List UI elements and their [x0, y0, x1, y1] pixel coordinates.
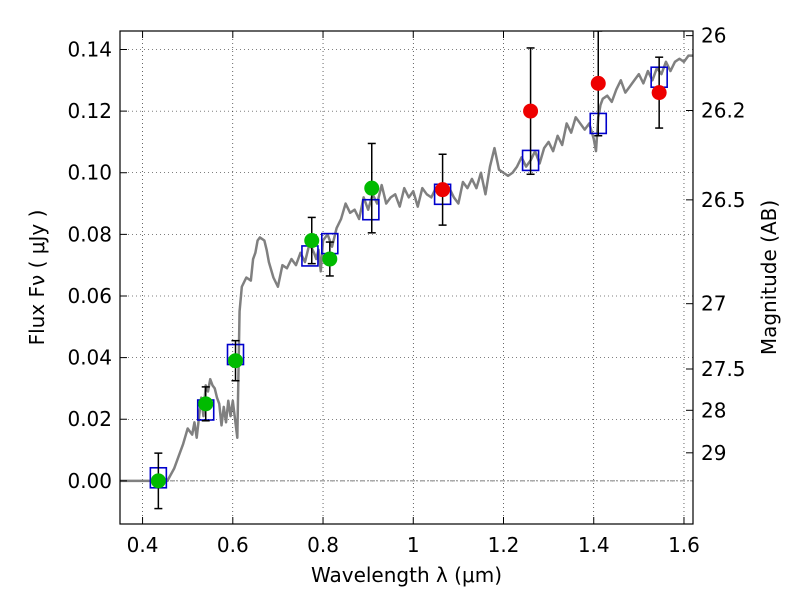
- axes-frame: [119, 30, 694, 525]
- right-tick-label: 27.5: [701, 357, 746, 381]
- right-tick-label: 27: [701, 292, 726, 316]
- data-point: [590, 75, 606, 91]
- x-axis-label: Wavelength λ (μm): [311, 563, 502, 587]
- axis-ticks: 0.4 0.6 0.8 1 1.2 1.4 1.6 0.00 0.02 0.04 0.06 0.08 0…: [67, 24, 745, 557]
- right-tick-label: 26.5: [701, 188, 746, 212]
- x-tick-label: 1.2: [488, 533, 520, 557]
- y-axis-label: Flux Fν ( μJy ): [25, 210, 49, 346]
- x-tick-label: 0.4: [127, 533, 159, 557]
- right-tick-label: 26.2: [701, 98, 746, 122]
- x-tick-label: 0.6: [217, 533, 249, 557]
- right-tick-label: 28: [701, 398, 726, 422]
- right-tick-label: 26: [701, 24, 726, 48]
- data-point: [523, 103, 539, 119]
- data-point: [364, 180, 380, 196]
- model-photometry-square: [362, 198, 380, 221]
- data-point: [150, 473, 166, 489]
- x-tick-label: 1: [407, 533, 420, 557]
- x-tick-label: 0.8: [307, 533, 339, 557]
- data-point: [228, 353, 244, 369]
- y-tick-label: 0.12: [67, 99, 112, 123]
- data-point: [304, 233, 320, 249]
- grid-lines: [120, 31, 693, 524]
- spectrum-line: [120, 54, 693, 483]
- data-point: [651, 85, 667, 101]
- y-tick-label: 0.06: [67, 284, 112, 308]
- data-point: [435, 182, 451, 198]
- y-tick-label: 0.00: [67, 469, 112, 493]
- x-tick-label: 1.4: [578, 533, 610, 557]
- plot-area: [120, 31, 693, 510]
- y-tick-label: 0.10: [67, 161, 112, 185]
- right-tick-label: 29: [701, 441, 726, 465]
- data-point: [322, 251, 338, 267]
- data-point: [198, 396, 214, 412]
- y-tick-label: 0.04: [67, 346, 112, 370]
- right-axis-label: Magnitude (AB): [757, 200, 781, 355]
- y-tick-label: 0.02: [67, 407, 112, 431]
- y-tick-label: 0.14: [67, 37, 112, 61]
- x-tick-label: 1.6: [668, 533, 700, 557]
- y-tick-label: 0.08: [67, 222, 112, 246]
